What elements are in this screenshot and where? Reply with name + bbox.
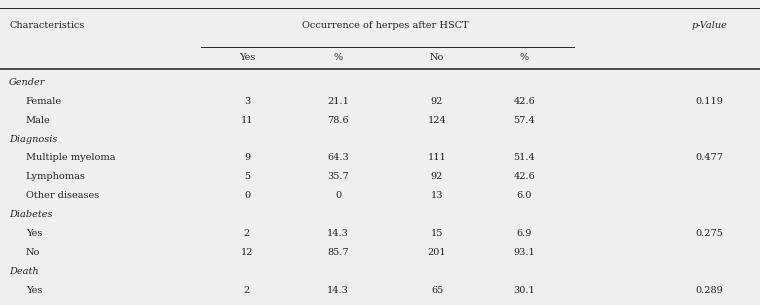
Text: 21.1: 21.1	[328, 97, 349, 106]
Text: Yes: Yes	[26, 229, 43, 238]
Text: 78.6: 78.6	[328, 116, 349, 125]
Text: 57.4: 57.4	[514, 116, 535, 125]
Text: Multiple myeloma: Multiple myeloma	[26, 153, 116, 163]
Text: 111: 111	[428, 153, 446, 163]
Text: 13: 13	[431, 191, 443, 200]
Text: 42.6: 42.6	[514, 97, 535, 106]
Text: 64.3: 64.3	[328, 153, 349, 163]
Text: p-Value: p-Value	[691, 21, 727, 30]
Text: 42.6: 42.6	[514, 172, 535, 181]
Text: %: %	[334, 53, 343, 63]
Text: 85.7: 85.7	[328, 248, 349, 257]
Text: Death: Death	[9, 267, 39, 276]
Text: 124: 124	[428, 116, 446, 125]
Text: 35.7: 35.7	[328, 172, 349, 181]
Text: 15: 15	[431, 229, 443, 238]
Text: 0.275: 0.275	[695, 229, 723, 238]
Text: Lymphomas: Lymphomas	[26, 172, 86, 181]
Text: 2: 2	[244, 229, 250, 238]
Text: Yes: Yes	[26, 286, 43, 295]
Text: Diabetes: Diabetes	[9, 210, 52, 219]
Text: Characteristics: Characteristics	[9, 21, 84, 30]
Text: 6.9: 6.9	[517, 229, 532, 238]
Text: No: No	[26, 248, 40, 257]
Text: 0: 0	[335, 191, 341, 200]
Text: 5: 5	[244, 172, 250, 181]
Text: 93.1: 93.1	[514, 248, 535, 257]
Text: Gender: Gender	[9, 78, 46, 87]
Text: 14.3: 14.3	[328, 229, 349, 238]
Text: No: No	[430, 53, 444, 63]
Text: 9: 9	[244, 153, 250, 163]
Text: 14.3: 14.3	[328, 286, 349, 295]
Text: 11: 11	[241, 116, 253, 125]
Text: 201: 201	[428, 248, 446, 257]
Text: 0.477: 0.477	[695, 153, 723, 163]
Text: Other diseases: Other diseases	[26, 191, 99, 200]
Text: 51.4: 51.4	[514, 153, 535, 163]
Text: 92: 92	[431, 97, 443, 106]
Text: Diagnosis: Diagnosis	[9, 135, 58, 144]
Text: 92: 92	[431, 172, 443, 181]
Text: 0: 0	[244, 191, 250, 200]
Text: Male: Male	[26, 116, 51, 125]
Text: 6.0: 6.0	[517, 191, 532, 200]
Text: 65: 65	[431, 286, 443, 295]
Text: 2: 2	[244, 286, 250, 295]
Text: Yes: Yes	[239, 53, 255, 63]
Text: 3: 3	[244, 97, 250, 106]
Text: %: %	[520, 53, 529, 63]
Text: 12: 12	[241, 248, 253, 257]
Text: 0.289: 0.289	[695, 286, 723, 295]
Text: Occurrence of herpes after HSCT: Occurrence of herpes after HSCT	[302, 21, 469, 30]
Text: Female: Female	[26, 97, 62, 106]
Text: 0.119: 0.119	[695, 97, 723, 106]
Text: 30.1: 30.1	[514, 286, 535, 295]
